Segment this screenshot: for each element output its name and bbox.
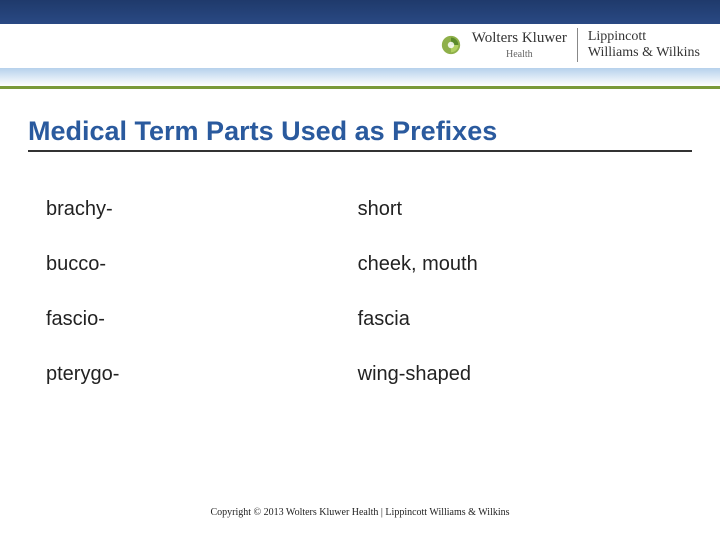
table-row: fascio- fascia xyxy=(46,292,682,347)
term-meaning: wing-shaped xyxy=(358,363,682,386)
copyright-footer: Copyright © 2013 Wolters Kluwer Health |… xyxy=(0,507,720,518)
brand-name: Wolters Kluwer xyxy=(472,30,567,47)
wolters-kluwer-logo-icon xyxy=(440,34,462,56)
term-meaning: short xyxy=(358,198,682,221)
header-accent-line xyxy=(0,86,720,89)
terms-table: brachy- short bucco- cheek, mouth fascio… xyxy=(28,182,692,402)
term-meaning: fascia xyxy=(358,308,682,331)
brand-area: Wolters Kluwer Health Lippincott William… xyxy=(440,28,700,62)
term-prefix: brachy- xyxy=(46,198,358,221)
brand-subtext: Health xyxy=(472,49,567,60)
brand2-line1: Lippincott xyxy=(588,29,700,45)
term-meaning: cheek, mouth xyxy=(358,253,682,276)
table-row: pterygo- wing-shaped xyxy=(46,347,682,402)
wolters-kluwer-text: Wolters Kluwer Health xyxy=(472,30,567,60)
slide-title: Medical Term Parts Used as Prefixes xyxy=(28,116,692,152)
table-row: bucco- cheek, mouth xyxy=(46,237,682,292)
brand2-line2: Williams & Wilkins xyxy=(588,45,700,61)
brand-divider xyxy=(577,28,578,62)
table-row: brachy- short xyxy=(46,182,682,237)
term-prefix: fascio- xyxy=(46,308,358,331)
lippincott-text: Lippincott Williams & Wilkins xyxy=(588,29,700,61)
slide-header: Wolters Kluwer Health Lippincott William… xyxy=(0,0,720,86)
slide-content: Medical Term Parts Used as Prefixes brac… xyxy=(0,86,720,402)
term-prefix: pterygo- xyxy=(46,363,358,386)
term-prefix: bucco- xyxy=(46,253,358,276)
